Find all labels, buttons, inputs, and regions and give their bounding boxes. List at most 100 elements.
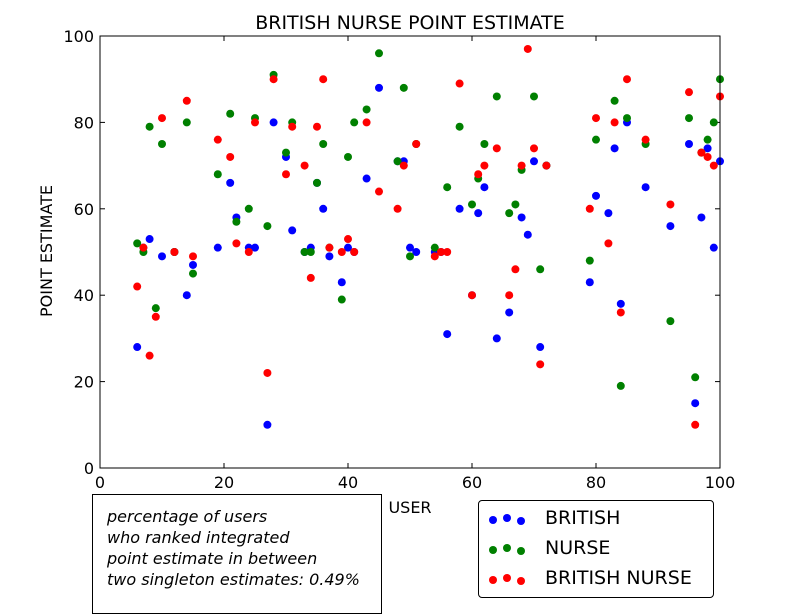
point-british-nurse <box>158 114 166 123</box>
point-nurse <box>133 239 142 248</box>
point-nurse <box>300 248 309 256</box>
point-british <box>337 278 346 287</box>
point-british-nurse <box>362 118 371 127</box>
legend-marker-icon <box>489 576 497 584</box>
point-nurse <box>530 92 538 101</box>
point-british <box>406 243 414 252</box>
x-tick-label: 60 <box>462 473 482 492</box>
point-british <box>666 222 675 231</box>
y-axis-label: POINT ESTIMATE <box>37 185 56 317</box>
point-nurse <box>616 381 625 390</box>
point-nurse <box>350 118 359 127</box>
point-british <box>697 213 706 222</box>
point-british-nurse <box>244 248 253 256</box>
point-british <box>263 420 272 429</box>
point-british-nurse <box>263 368 272 377</box>
point-nurse <box>375 49 383 58</box>
legend-label: BRITISH <box>545 507 621 529</box>
point-british <box>269 118 278 127</box>
point-british-nurse <box>474 170 483 179</box>
annotation-line: two singleton estimates: 0.49% <box>107 570 360 589</box>
point-nurse <box>226 109 235 118</box>
annotation-line: point estimate in between <box>107 549 318 568</box>
point-nurse <box>592 135 600 144</box>
point-british-nurse <box>542 161 551 170</box>
point-british <box>344 243 352 252</box>
point-british <box>133 343 142 352</box>
point-british <box>474 209 483 218</box>
legend-item-nurse: NURSE <box>479 537 713 563</box>
point-british-nurse <box>189 252 197 261</box>
point-british <box>412 248 421 256</box>
point-british-nurse <box>226 152 235 161</box>
point-nurse <box>182 118 191 127</box>
x-tick-label: 40 <box>338 473 358 492</box>
plot-area-frame <box>99 35 721 469</box>
point-nurse <box>585 256 594 265</box>
point-british-nurse <box>282 170 290 179</box>
point-british-nurse <box>697 148 706 157</box>
legend-marker-icon <box>517 547 525 555</box>
point-nurse <box>337 295 346 304</box>
point-british-nurse <box>288 122 297 131</box>
point-nurse <box>145 122 154 131</box>
point-british <box>325 252 334 261</box>
point-nurse <box>263 222 272 231</box>
x-tick-label: 100 <box>705 473 736 492</box>
point-british-nurse <box>412 140 421 148</box>
legend-label: BRITISH NURSE <box>545 567 692 589</box>
point-british-nurse <box>468 291 476 300</box>
point-british <box>288 226 297 235</box>
point-british <box>685 140 693 148</box>
point-british-nurse <box>319 75 328 84</box>
point-british-nurse <box>344 235 352 244</box>
point-british-nurse <box>213 135 222 144</box>
point-british <box>492 334 501 343</box>
annotation-line: percentage of users <box>107 507 268 526</box>
point-british-nurse <box>375 187 383 196</box>
point-nurse <box>709 118 718 127</box>
point-british-nurse <box>523 44 532 53</box>
point-nurse <box>306 248 315 256</box>
point-british <box>616 299 625 308</box>
point-british-nurse <box>709 161 718 170</box>
annotation-line: who ranked integrated <box>107 528 290 547</box>
point-british <box>585 278 594 287</box>
point-british-nurse <box>269 75 278 84</box>
point-british-nurse <box>170 248 179 256</box>
point-nurse <box>362 105 371 114</box>
point-british-nurse <box>703 152 712 161</box>
point-british-nurse <box>610 118 619 127</box>
point-british-nurse <box>623 75 631 84</box>
point-british-nurse <box>399 161 408 170</box>
point-british <box>530 157 538 166</box>
x-tick-label: 80 <box>586 473 606 492</box>
legend-marker-icon <box>503 514 511 522</box>
point-nurse <box>393 157 402 166</box>
legend-item-british: BRITISH <box>479 507 713 533</box>
point-nurse <box>623 114 631 123</box>
point-british-nurse <box>616 308 625 317</box>
point-nurse <box>399 83 408 92</box>
point-nurse <box>313 178 321 187</box>
data-points <box>133 44 724 429</box>
legend-label: NURSE <box>545 537 611 559</box>
point-british-nurse <box>145 351 154 360</box>
point-british <box>455 204 464 213</box>
point-nurse <box>189 269 197 278</box>
point-nurse <box>158 140 166 148</box>
legend-marker-icon <box>489 546 497 554</box>
point-british-nurse <box>300 161 309 170</box>
point-british-nurse <box>437 248 445 256</box>
point-british <box>189 260 197 269</box>
point-british-nurse <box>505 291 514 300</box>
point-nurse <box>610 96 619 105</box>
point-british-nurse <box>306 273 315 282</box>
point-nurse <box>468 200 476 209</box>
point-nurse <box>443 183 452 192</box>
point-british-nurse <box>685 88 693 97</box>
point-nurse <box>505 209 514 218</box>
scatter-chart: BRITISH NURSE POINT ESTIMATE USER POINT … <box>37 12 736 517</box>
point-british-nurse <box>430 252 439 261</box>
point-nurse <box>430 243 439 252</box>
